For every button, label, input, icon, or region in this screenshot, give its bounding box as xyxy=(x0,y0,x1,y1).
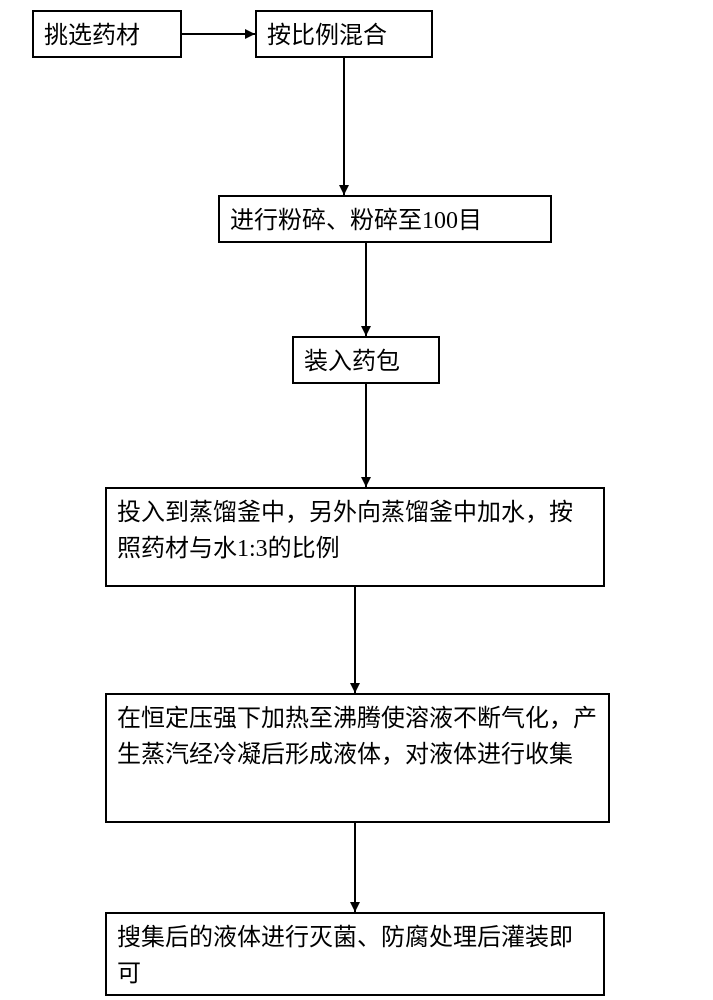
flowchart-node: 按比例混合 xyxy=(255,10,433,58)
node-label: 投入到蒸馏釜中，另外向蒸馏釜中加水，按照药材与水1:3的比例 xyxy=(117,495,593,567)
node-label: 按比例混合 xyxy=(267,18,387,54)
node-label: 挑选药材 xyxy=(44,18,140,54)
node-label: 搜集后的液体进行灭菌、防腐处理后灌装即可 xyxy=(117,920,593,992)
flowchart-node: 在恒定压强下加热至沸腾使溶液不断气化，产生蒸汽经冷凝后形成液体，对液体进行收集 xyxy=(105,693,610,823)
node-label: 装入药包 xyxy=(304,344,400,380)
flowchart-node: 投入到蒸馏釜中，另外向蒸馏釜中加水，按照药材与水1:3的比例 xyxy=(105,487,605,587)
flowchart-node: 装入药包 xyxy=(292,336,440,384)
flowchart-node: 挑选药材 xyxy=(32,10,182,58)
node-label: 进行粉碎、粉碎至100目 xyxy=(230,203,482,239)
node-label: 在恒定压强下加热至沸腾使溶液不断气化，产生蒸汽经冷凝后形成液体，对液体进行收集 xyxy=(117,701,598,773)
flowchart-node: 进行粉碎、粉碎至100目 xyxy=(218,195,552,243)
flowchart-node: 搜集后的液体进行灭菌、防腐处理后灌装即可 xyxy=(105,912,605,996)
